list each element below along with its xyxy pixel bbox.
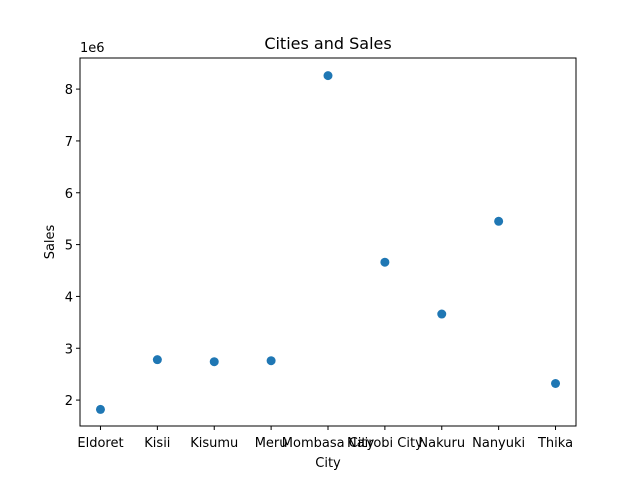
y-axis-label: Sales bbox=[43, 224, 58, 259]
y-tick-label: 5 bbox=[65, 239, 73, 254]
x-tick-label: Nanyuki bbox=[472, 436, 525, 451]
data-point bbox=[209, 357, 219, 367]
y-tick-label: 4 bbox=[65, 290, 73, 305]
data-point bbox=[380, 257, 390, 267]
x-tick-label: Eldoret bbox=[77, 436, 123, 451]
data-point bbox=[266, 356, 276, 366]
x-tick-label: Kisii bbox=[144, 436, 170, 451]
y-axis-offset-label: 1e6 bbox=[80, 41, 105, 56]
x-tick-label: Kisumu bbox=[190, 436, 238, 451]
y-tick-label: 8 bbox=[65, 83, 73, 98]
x-tick-label: Meru bbox=[255, 436, 288, 451]
y-tick-label: 3 bbox=[65, 342, 73, 357]
x-axis-label: City bbox=[315, 456, 341, 471]
data-point bbox=[551, 378, 561, 388]
x-tick-label: Thika bbox=[537, 436, 573, 451]
y-tick-label: 7 bbox=[65, 135, 73, 150]
x-tick-label: Nairobi City bbox=[347, 436, 423, 451]
data-point bbox=[323, 71, 333, 81]
chart-title: Cities and Sales bbox=[264, 34, 391, 53]
y-tick-label: 2 bbox=[65, 394, 73, 409]
data-point bbox=[494, 216, 504, 226]
x-tick-label: Mombasa City bbox=[282, 436, 375, 451]
y-tick-label: 6 bbox=[65, 187, 73, 202]
data-point bbox=[95, 404, 105, 414]
data-point bbox=[152, 355, 162, 365]
data-point bbox=[437, 309, 447, 319]
x-tick-label: Nakuru bbox=[418, 436, 465, 451]
